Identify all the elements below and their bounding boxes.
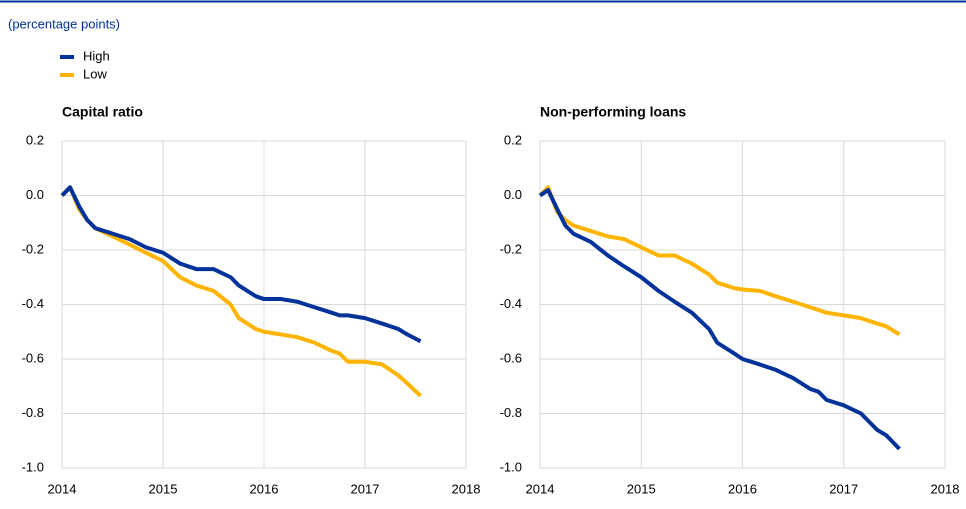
y-tick-label: -0.4 (500, 296, 522, 311)
legend-swatch (60, 73, 74, 77)
x-tick-label: 2014 (48, 481, 77, 496)
subtitle: (percentage points) (8, 16, 120, 31)
legend-label: High (83, 48, 110, 63)
legend: High Low (60, 48, 110, 81)
y-tick-label: -0.6 (500, 350, 522, 365)
series-line (538, 188, 901, 451)
y-tick-label: 0.0 (504, 187, 522, 202)
y-tick-label: -0.2 (500, 241, 522, 256)
x-tick-label: 2018 (931, 481, 960, 496)
x-tick-label: 2018 (452, 481, 481, 496)
y-tick-label: -1.0 (22, 459, 44, 474)
y-tick-label: -1.0 (500, 459, 522, 474)
y-tick-label: 0.2 (504, 132, 522, 147)
legend-swatch (60, 55, 74, 59)
x-tick-label: 2014 (526, 481, 555, 496)
series-line (60, 185, 422, 398)
series-line (538, 185, 901, 337)
x-tick-label: 2016 (250, 481, 279, 496)
y-tick-label: 0.0 (26, 187, 44, 202)
panel-title: Capital ratio (62, 104, 143, 120)
y-tick-label: -0.6 (22, 350, 44, 365)
x-tick-label: 2016 (728, 481, 757, 496)
x-tick-label: 2017 (351, 481, 380, 496)
x-tick-label: 2015 (627, 481, 656, 496)
y-tick-label: 0.2 (26, 132, 44, 147)
legend-label: Low (83, 66, 107, 81)
series-line (60, 185, 422, 344)
y-tick-label: -0.4 (22, 296, 44, 311)
x-tick-label: 2015 (149, 481, 178, 496)
y-tick-label: -0.8 (22, 405, 44, 420)
x-tick-label: 2017 (829, 481, 858, 496)
y-tick-label: -0.2 (22, 241, 44, 256)
y-tick-label: -0.8 (500, 405, 522, 420)
panel-title: Non-performing loans (540, 104, 686, 120)
